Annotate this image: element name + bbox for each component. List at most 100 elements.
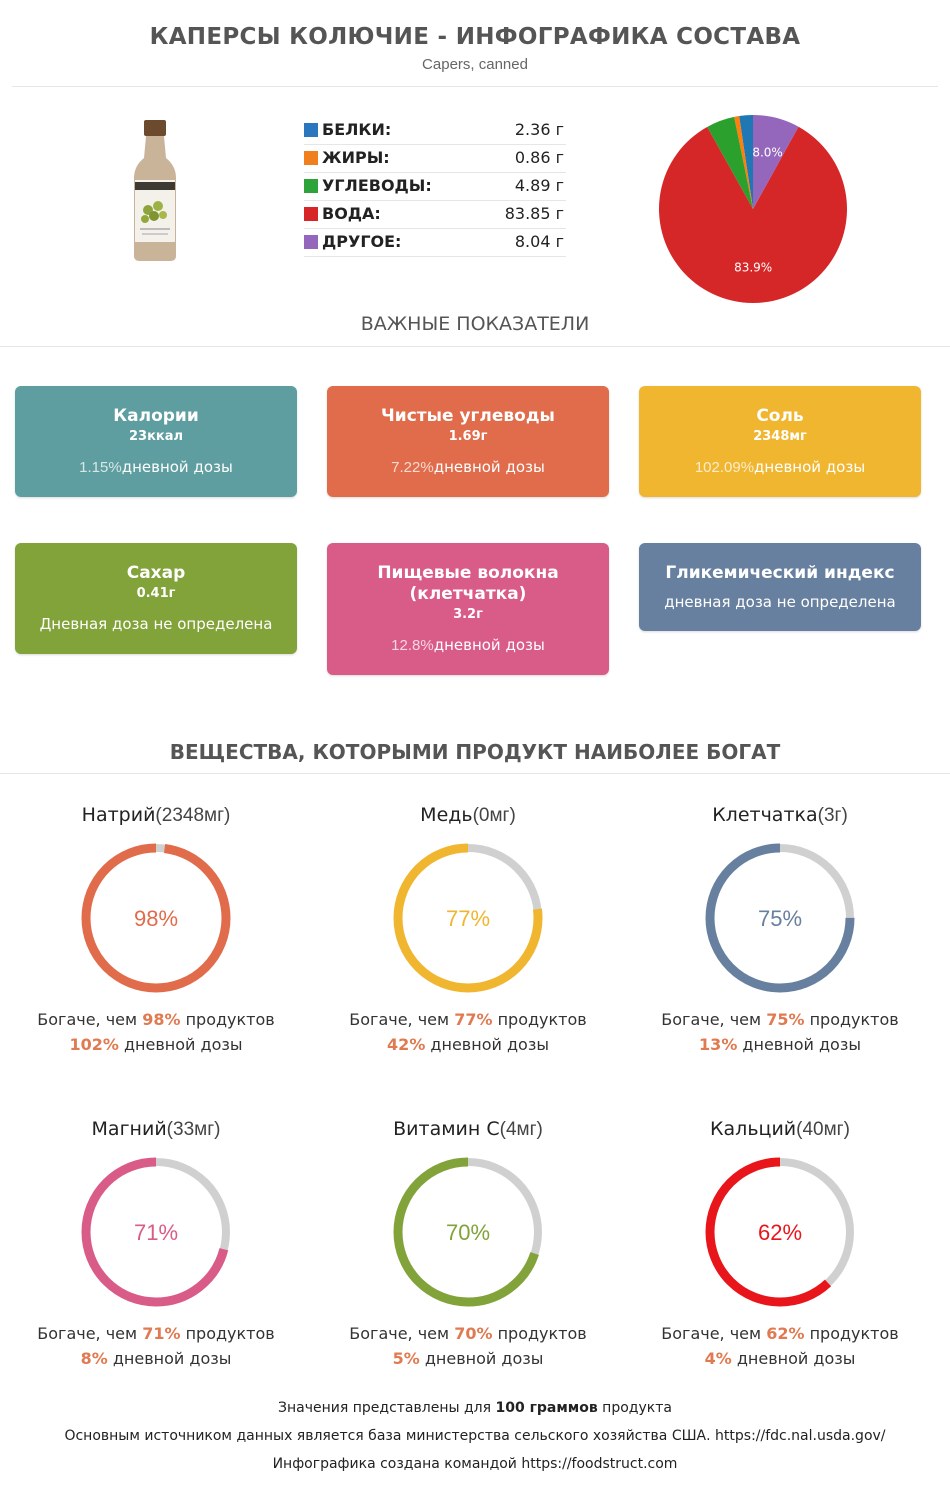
macro-row: ЖИРЫ: 0.86 г	[304, 144, 566, 173]
card-daily: 102.09%дневной дозы	[639, 458, 921, 476]
macro-value: 8.04 г	[514, 232, 564, 251]
richer-pre: Богаче, чем	[661, 1010, 767, 1029]
key-section-title: ВАЖНЫЕ ПОКАЗАТЕЛИ	[360, 313, 590, 335]
nutrient-donut: 98%	[81, 843, 231, 993]
donut-label: 71%	[134, 1220, 178, 1245]
card-value: 1.69г	[448, 429, 488, 444]
richer-text: Богаче, чем 70% продуктов	[312, 1324, 624, 1343]
indicator-card: Калории 23ккал 1.15%дневной дозы	[15, 386, 297, 497]
pie-slice-5	[753, 115, 799, 209]
richer-pct: 70%	[454, 1324, 493, 1343]
macro-row: ДРУГОЕ: 8.04 г	[304, 228, 566, 257]
card-value: 0.41г	[136, 586, 176, 601]
donut-label: 70%	[446, 1220, 490, 1245]
macro-value: 4.89 г	[514, 176, 564, 195]
richer-pre: Богаче, чем	[661, 1324, 767, 1343]
legend-swatch	[304, 235, 318, 249]
nutrient-donut: 75%	[705, 843, 855, 993]
macro-row: ВОДА: 83.85 г	[304, 200, 566, 229]
macro-name: БЕЛКИ:	[322, 120, 392, 139]
pie-slice-2	[734, 116, 753, 209]
macro-name: ВОДА:	[322, 204, 381, 223]
footer-note-pre: Значения представлены для	[278, 1400, 496, 1416]
nutrient-block: Натрий(2348мг) 98% Богаче, чем 98% продукт…	[0, 804, 312, 1054]
card-name: Гликемический индекс	[665, 563, 895, 583]
richer-text: Богаче, чем 71% продуктов	[0, 1324, 312, 1343]
card-daily-text: дневной дозы	[433, 458, 545, 476]
legend-swatch	[304, 151, 318, 165]
donut-arc	[705, 1157, 855, 1307]
macro-pie-chart: 83.9% 8.0%	[659, 115, 847, 303]
card-daily: 12.8%дневной дозы	[327, 636, 609, 654]
daily-text: 8% дневной дозы	[0, 1349, 312, 1368]
footer-note-post: продукта	[597, 1400, 672, 1416]
nutrient-block: Медь(0мг) 77% Богаче, чем 77% продуктов 42%…	[312, 804, 624, 1054]
card-daily-text: Дневная доза не определена	[39, 615, 273, 633]
macro-value: 83.85 г	[504, 204, 564, 223]
card-daily-pct: 1.15%	[79, 459, 122, 476]
richer-text: Богаче, чем 62% продуктов	[624, 1324, 936, 1343]
richer-post: продуктов	[492, 1010, 587, 1029]
page-subtitle: Capers, canned	[422, 56, 528, 73]
nutrient-donut: 70%	[393, 1157, 543, 1307]
donut-arc	[705, 843, 855, 993]
nutrient-donut: 77%	[393, 843, 543, 993]
card-name: Соль	[756, 406, 804, 426]
page-title: КАПЕРСЫ КОЛЮЧИЕ - ИНФОГРАФИКА СОСТАВА	[149, 24, 801, 50]
daily-text: 102% дневной дозы	[0, 1035, 312, 1054]
card-daily: 1.15%дневной дозы	[15, 458, 297, 476]
nutrient-name: Медь(0мг)	[312, 804, 624, 830]
macro-row: БЕЛКИ: 2.36 г	[304, 116, 566, 145]
daily-text: 42% дневной дозы	[312, 1035, 624, 1054]
nutrient-label: Клетчатка	[712, 804, 818, 826]
daily-suffix: дневной дозы	[419, 1349, 544, 1368]
pie-slice-4	[659, 126, 847, 303]
nutrient-amount: (3г)	[817, 805, 848, 826]
richer-post: продуктов	[804, 1010, 899, 1029]
nutrient-amount: (0мг)	[472, 805, 516, 826]
nutrient-amount: (2348мг)	[155, 805, 231, 826]
footer-source: Основным источником данных является база…	[64, 1428, 886, 1444]
richer-pre: Богаче, чем	[37, 1324, 143, 1343]
daily-text: 4% дневной дозы	[624, 1349, 936, 1368]
card-name: Сахар	[126, 563, 186, 583]
card-daily: дневная доза не определена	[639, 593, 921, 611]
pie-slice-1	[739, 115, 753, 209]
donut-label: 75%	[758, 906, 802, 931]
daily-pct: 4%	[704, 1349, 732, 1368]
legend-swatch	[304, 207, 318, 221]
legend-swatch	[304, 123, 318, 137]
card-daily-pct: 7.22%	[391, 459, 434, 476]
nutrient-label: Магний	[91, 1118, 167, 1140]
daily-suffix: дневной дозы	[118, 1035, 243, 1054]
richer-pct: 77%	[454, 1010, 493, 1029]
pie-label: 8.0%	[752, 146, 783, 160]
nutrient-label: Натрий	[81, 804, 156, 826]
richer-pre: Богаче, чем	[349, 1324, 455, 1343]
card-name: Пищевые волокна (клетчатка)	[377, 563, 559, 604]
nutrient-amount: (33мг)	[166, 1119, 221, 1140]
nutrient-block: Магний(33мг) 71% Богаче, чем 71% продуктов…	[0, 1118, 312, 1368]
daily-text: 5% дневной дозы	[312, 1349, 624, 1368]
card-daily-text: дневной дозы	[121, 458, 233, 476]
nutrient-name: Клетчатка(3г)	[624, 804, 936, 830]
donut-label: 98%	[134, 906, 178, 931]
nutrient-amount: (40мг)	[796, 1119, 850, 1140]
nutrient-name: Витамин C(4мг)	[312, 1118, 624, 1144]
daily-text: 13% дневной дозы	[624, 1035, 936, 1054]
card-daily-text: дневной дозы	[754, 458, 866, 476]
macro-name: ЖИРЫ:	[322, 148, 390, 167]
richer-post: продуктов	[804, 1324, 899, 1343]
card-value: 2348мг	[753, 429, 807, 444]
product-image	[134, 120, 176, 261]
card-daily-text: дневная доза не определена	[664, 593, 896, 611]
legend-swatch	[304, 179, 318, 193]
pie-label: 83.9%	[734, 260, 772, 274]
richer-pct: 62%	[766, 1324, 805, 1343]
card-daily: Дневная доза не определена	[15, 615, 297, 633]
richer-pre: Богаче, чем	[37, 1010, 143, 1029]
footer-note-bold: 100 граммов	[495, 1400, 598, 1416]
daily-suffix: дневной дозы	[425, 1035, 549, 1054]
donut-label: 77%	[446, 906, 490, 931]
card-daily-pct: 102.09%	[694, 459, 755, 476]
